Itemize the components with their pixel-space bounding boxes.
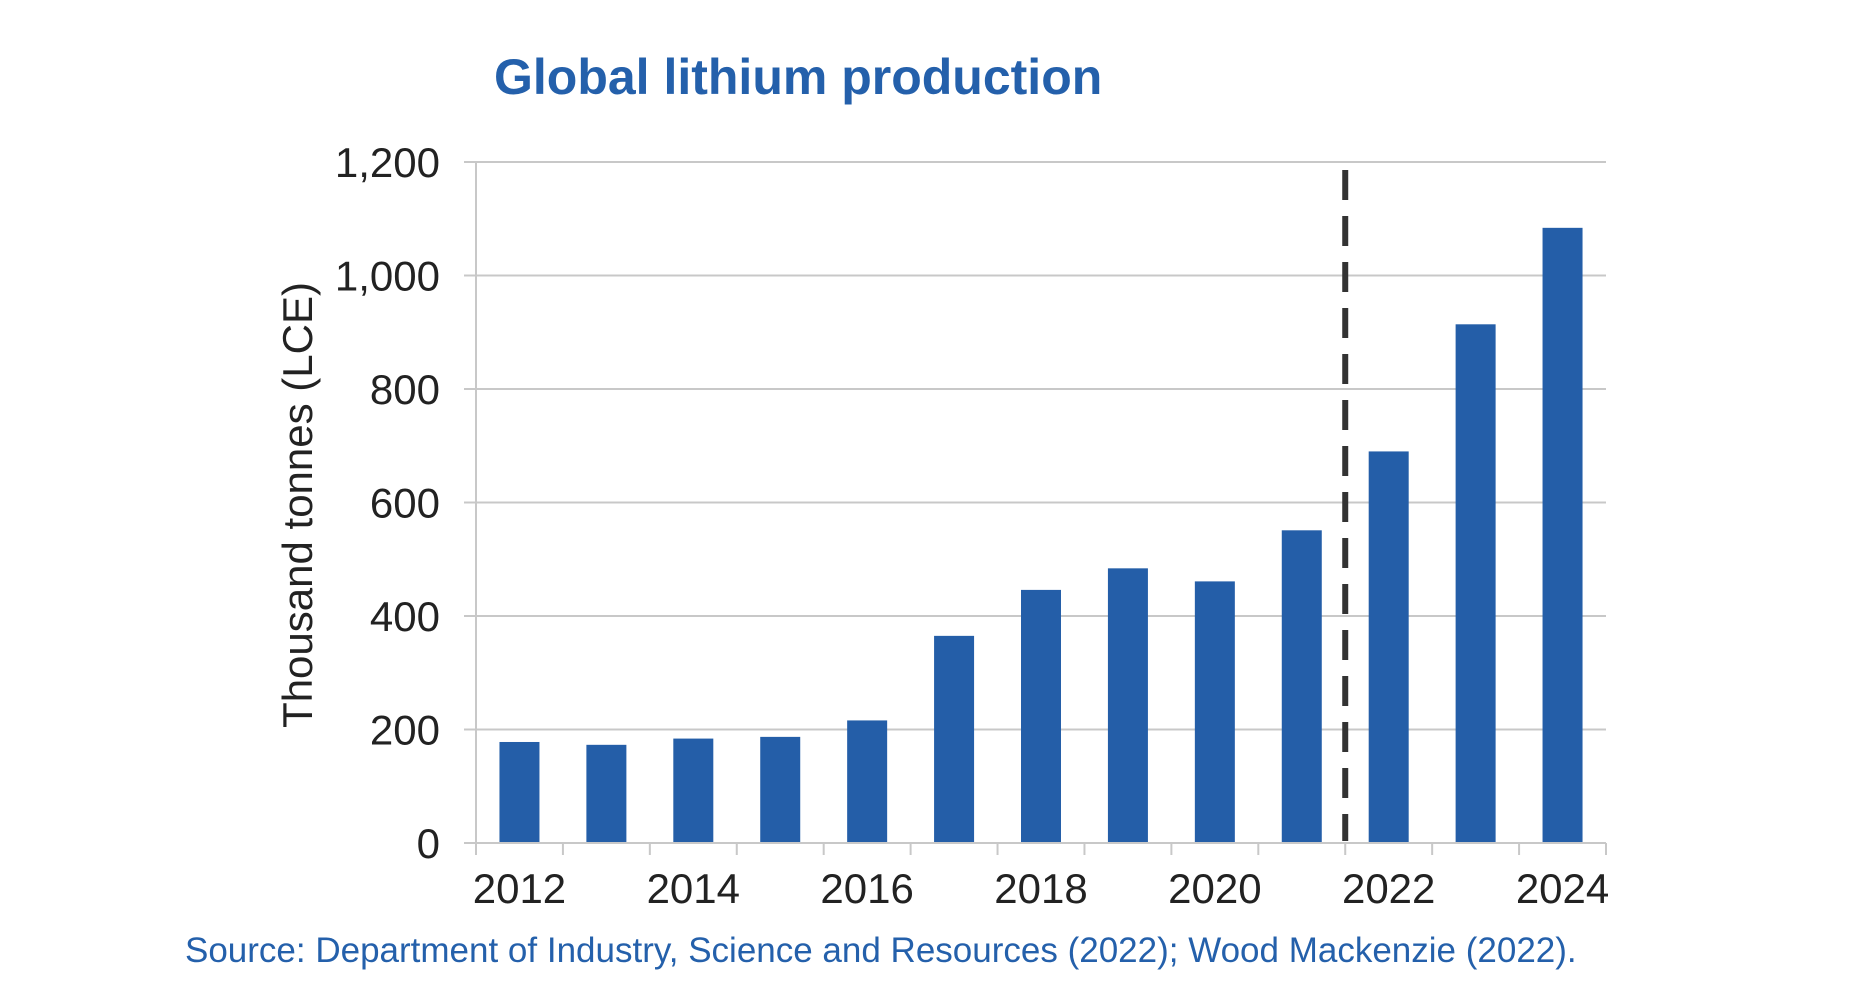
x-tick-label: 2018 <box>994 865 1087 912</box>
bars <box>499 227 1583 843</box>
x-tick-label: 2024 <box>1516 865 1609 912</box>
y-tick-label: 600 <box>370 480 440 527</box>
y-tick-label: 400 <box>370 593 440 640</box>
bar-2019 <box>1107 568 1148 843</box>
y-tick-label: 1,000 <box>335 253 440 300</box>
y-tick-label: 0 <box>417 820 440 867</box>
bar-2012 <box>499 741 540 843</box>
bar-2014 <box>673 738 714 843</box>
x-tick-label: 2012 <box>473 865 566 912</box>
gridlines <box>476 161 1606 731</box>
source-note: Source: Department of Industry, Science … <box>185 931 1577 970</box>
x-tick-label: 2014 <box>647 865 740 912</box>
x-tick-label: 2016 <box>820 865 913 912</box>
bar-2015 <box>760 736 801 843</box>
x-tick-labels: 2012 2014 2016 2018 2020 2022 2024 <box>473 865 1610 912</box>
bar-2024 <box>1542 227 1583 843</box>
y-tick-label: 1,200 <box>335 139 440 186</box>
bar-2023 <box>1455 324 1496 843</box>
bar-2016 <box>847 720 888 843</box>
bar-2018 <box>1021 589 1061 843</box>
chart-title: Global lithium production <box>494 49 1102 105</box>
bar-2021 <box>1281 530 1322 843</box>
axes <box>464 161 1607 855</box>
bar-2013 <box>586 744 627 843</box>
bar-2017 <box>934 635 975 843</box>
y-tick-label: 800 <box>370 366 440 413</box>
y-axis-label: Thousand tonnes (LCE) <box>274 282 321 728</box>
bar-2020 <box>1194 581 1235 843</box>
y-tick-labels: 0 200 400 600 800 1,000 1,200 <box>335 139 440 867</box>
bar-2022 <box>1368 451 1409 843</box>
y-tick-label: 200 <box>370 707 440 754</box>
x-tick-label: 2022 <box>1342 865 1435 912</box>
x-tick-label: 2020 <box>1168 865 1261 912</box>
